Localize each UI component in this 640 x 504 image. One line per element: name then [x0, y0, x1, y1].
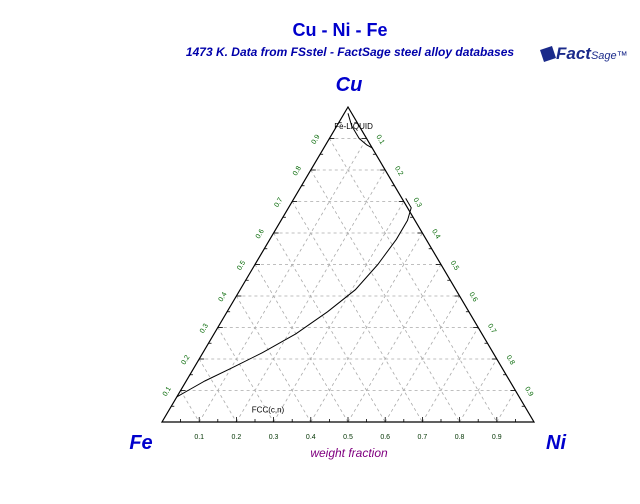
- tick-label-bottom-3: 0.4: [306, 434, 316, 441]
- tick-label-left-7: 0.8: [292, 165, 303, 177]
- tick-label-right-4: 0.5: [449, 260, 460, 272]
- vertex-label-ni: Ni: [546, 432, 566, 454]
- tick-label-left-6: 0.7: [273, 197, 284, 209]
- factsage-logo-icon: [540, 46, 556, 62]
- grid-line-ni-6: [422, 327, 479, 423]
- phase-label-1: FCC(c,n): [252, 406, 285, 415]
- tick-label-right-0: 0.1: [374, 134, 385, 146]
- tick-layer: 0.1 0.1 0.1 0.2 0.2 0.2 0.3 0.3 0.3 0.4 0.4 0.4 0.5 0…: [162, 122, 534, 441]
- tick-label-right-6: 0.7: [486, 323, 497, 335]
- axis-label: weight fraction: [310, 446, 388, 460]
- tick-label-left-2: 0.3: [199, 323, 210, 335]
- vertex-label-cu: Cu: [336, 74, 363, 96]
- tick-label-left-3: 0.4: [218, 291, 229, 303]
- tick-label-right-2: 0.3: [412, 197, 423, 209]
- tick-label-left-0: 0.1: [162, 386, 173, 398]
- grid-line-ni-2: [273, 201, 405, 423]
- grid-line-fe-6: [217, 327, 274, 423]
- tick-label-right-3: 0.4: [430, 228, 441, 240]
- tick-label-left-8: 0.9: [311, 134, 322, 146]
- grid-line-ni-4: [347, 264, 442, 423]
- grid-line-fe-2: [291, 201, 423, 423]
- grid-line-fe-5: [236, 295, 312, 423]
- tick-label-bottom-1: 0.2: [232, 434, 242, 441]
- tick-label-right-8: 0.9: [523, 386, 534, 398]
- tick-label-right-5: 0.6: [467, 291, 478, 303]
- tick-label-bottom-2: 0.3: [269, 434, 279, 441]
- grid-line-ni-5: [384, 295, 460, 423]
- curve-layer: [176, 113, 412, 398]
- tick-label-left-1: 0.2: [180, 354, 191, 366]
- grid-line-fe-4: [254, 264, 349, 423]
- label-layer: Fe-LIQUID FCC(c,n): [252, 122, 373, 415]
- grid-line-ni-8: [496, 390, 516, 423]
- grid-layer: [180, 138, 516, 423]
- chart-title: Cu - Ni - Fe: [292, 20, 388, 40]
- phase-boundary-0: [347, 113, 373, 149]
- grid-line-fe-8: [180, 390, 200, 423]
- phase-boundary-1: [176, 198, 412, 398]
- tick-label-bottom-7: 0.8: [455, 434, 465, 441]
- grid-line-ni-0: [198, 138, 367, 423]
- tick-label-right-7: 0.8: [505, 354, 516, 366]
- tick-label-bottom-8: 0.9: [492, 434, 502, 441]
- phase-label-0: Fe-LIQUID: [334, 122, 373, 131]
- tick-label-left-4: 0.5: [236, 260, 247, 272]
- tick-label-bottom-0: 0.1: [194, 434, 204, 441]
- tick-label-right-1: 0.2: [393, 165, 404, 177]
- chart-subtitle: 1473 K. Data from FSstel - FactSage stee…: [185, 45, 515, 59]
- logo-text: FactSage™: [556, 44, 628, 63]
- tick-label-bottom-6: 0.7: [418, 434, 428, 441]
- tick-label-bottom-4: 0.5: [343, 434, 353, 441]
- vertex-label-fe: Fe: [129, 432, 152, 454]
- tick-label-bottom-5: 0.6: [380, 434, 390, 441]
- factsage-logo: FactSage™: [536, 40, 636, 74]
- grid-line-fe-0: [329, 138, 498, 423]
- grid-line-fe-7: [198, 358, 237, 423]
- grid-line-ni-7: [459, 358, 498, 423]
- tick-label-left-5: 0.6: [255, 228, 266, 240]
